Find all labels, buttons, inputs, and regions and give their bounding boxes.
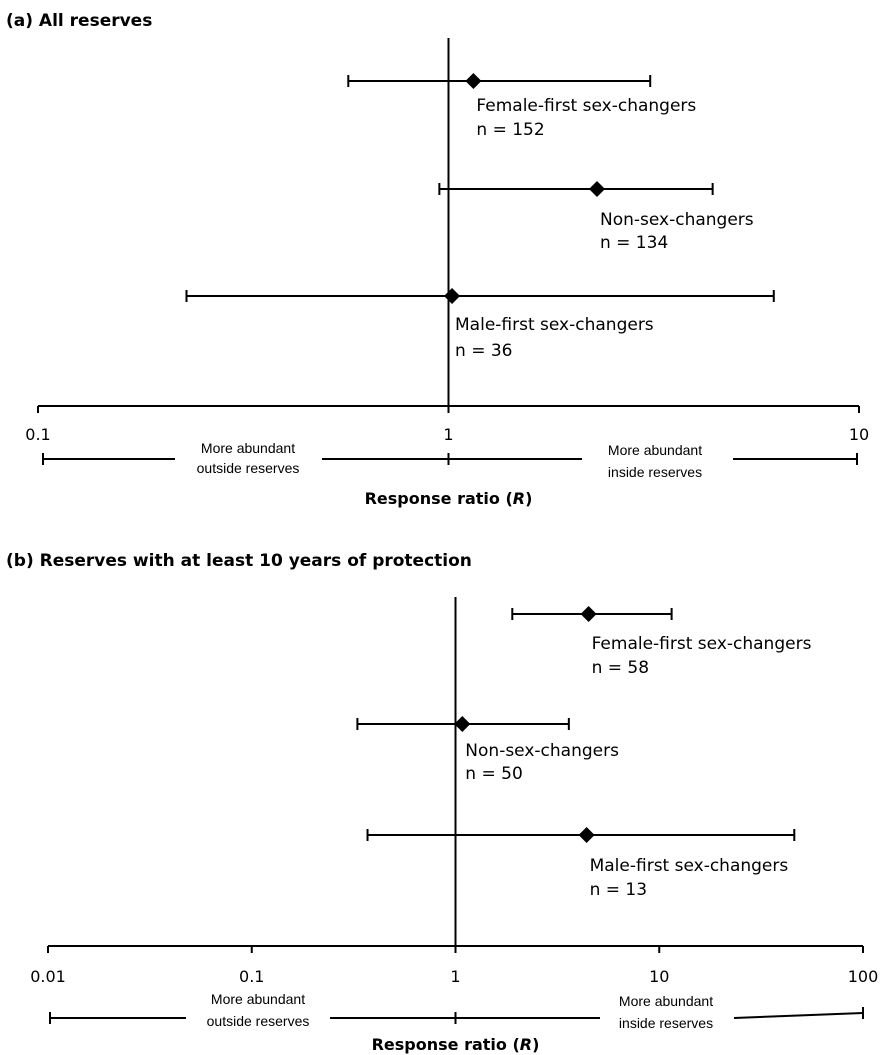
sample-size-label: n = 58 [592, 658, 649, 678]
x-tick-label: 0.1 [239, 967, 264, 986]
series-name-label: Non-sex-changers [600, 210, 754, 230]
x-tick-label: 10 [649, 967, 669, 986]
series-name-label: Male-first sex-changers [455, 315, 654, 335]
annotation-outside: More abundant [201, 440, 295, 456]
annotation-outside: More abundant [211, 991, 305, 1007]
effect-size-diamond [444, 288, 461, 304]
effect-size-diamond [578, 827, 595, 843]
panel-b: (b) Reserves with at least 10 years of p… [6, 551, 878, 1054]
sample-size-label: n = 152 [476, 120, 544, 140]
series-name-label: Male-first sex-changers [590, 856, 789, 876]
panel-a: (a) All reserves 0.1 1 10 Female-first sex-c… [6, 11, 869, 508]
panel-title: (a) All reserves [6, 11, 152, 31]
sample-size-label: n = 50 [465, 764, 522, 784]
series-name-label: Female-first sex-changers [476, 96, 696, 116]
x-axis-title: Response ratio (R) [365, 489, 533, 508]
sample-size-label: n = 134 [600, 233, 668, 253]
x-tick-label: 0.1 [25, 425, 50, 444]
sample-size-label: n = 13 [590, 880, 647, 900]
panel-title: (b) Reserves with at least 10 years of p… [6, 551, 472, 571]
annotation-inside: More abundant [608, 442, 702, 458]
x-tick-label: 10 [849, 425, 869, 444]
effect-size-diamond [454, 716, 471, 732]
effect-size-diamond [580, 606, 597, 622]
series-name-label: Female-first sex-changers [592, 634, 812, 654]
series-name-label: Non-sex-changers [465, 741, 619, 761]
x-tick-label: 1 [450, 967, 460, 986]
annotation-inside: inside reserves [619, 1015, 713, 1031]
effect-size-diamond [465, 73, 482, 89]
x-tick-label: 1 [443, 425, 453, 444]
x-axis-title: Response ratio (R) [372, 1035, 540, 1054]
annotation-outside: outside reserves [197, 460, 300, 476]
direction-bracket [733, 1012, 864, 1019]
sample-size-label: n = 36 [455, 341, 512, 361]
x-tick-label: 0.01 [30, 967, 66, 986]
effect-size-diamond [588, 181, 605, 197]
annotation-inside: inside reserves [608, 464, 702, 480]
annotation-inside: More abundant [619, 993, 713, 1009]
annotation-outside: outside reserves [207, 1013, 310, 1029]
x-tick-label: 100 [848, 967, 879, 986]
